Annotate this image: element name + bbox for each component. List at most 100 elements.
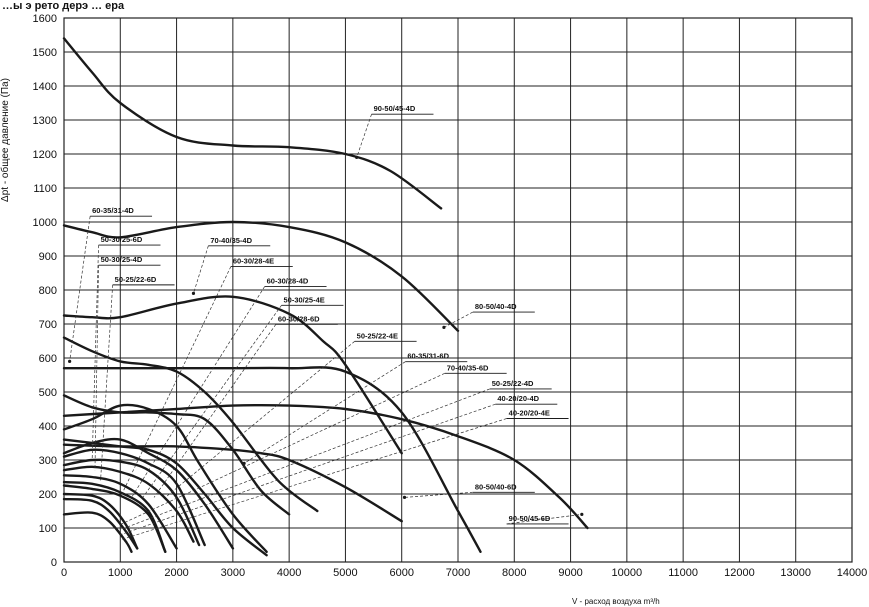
x-tick-label: 13000 [780, 567, 811, 579]
x-tick-label: 2000 [164, 567, 188, 579]
callout-point [191, 291, 196, 295]
callout-label: 60-30/28-6D [278, 314, 320, 323]
callouts: 90-50/45-4D 80-50/40-4D 60-35/31-4D 50-30/2… [68, 104, 584, 541]
callout-point [580, 512, 584, 517]
series-line [62, 474, 178, 550]
y-axis-label: Δpt - общее давление (Па) [0, 78, 11, 202]
callout-label: 80-50/40-4D [475, 302, 517, 311]
callout-leader [120, 418, 507, 541]
y-tick-label: 1500 [33, 47, 57, 59]
callout-point [242, 461, 246, 465]
y-tick-label: 900 [39, 251, 57, 263]
callout-leader [142, 305, 282, 498]
x-tick-label: 7000 [446, 567, 470, 579]
x-tick-label: 11000 [668, 567, 698, 579]
callout-label: 60-35/31-6D [407, 352, 449, 361]
callout-leader [165, 341, 355, 498]
y-tick-label: 600 [39, 353, 57, 365]
y-tick-label: 200 [39, 489, 57, 501]
callout-leader [193, 245, 209, 294]
callout-label: 60-30/28-4E [233, 257, 274, 266]
series-line [62, 295, 403, 455]
callout-label: 50-30/25-4E [284, 295, 325, 304]
series-lines [62, 37, 589, 557]
callout-label: 80-50/40-6D [475, 482, 517, 491]
series-line [62, 492, 139, 550]
x-tick-label: 3000 [221, 567, 245, 579]
x-tick-label: 10000 [612, 567, 643, 579]
y-tick-label: 300 [39, 455, 57, 467]
callout-leader [443, 311, 474, 328]
callout-point [402, 495, 407, 499]
x-tick-label: 8000 [502, 567, 526, 579]
callout-leader [506, 514, 582, 525]
series-line [62, 220, 460, 332]
callout-leader [69, 216, 91, 362]
callout-label: 50-25/22-4D [492, 379, 534, 388]
x-tick-label: 12000 [724, 567, 755, 579]
series-line [62, 366, 482, 553]
x-tick-label: 9000 [558, 567, 582, 579]
series-line [62, 336, 319, 513]
y-tick-label: 800 [39, 285, 57, 297]
series-line [62, 403, 589, 530]
x-tick-label: 1000 [108, 567, 132, 579]
y-tick-label: 1400 [33, 81, 57, 93]
callout-leader [131, 286, 265, 498]
x-tick-label: 0 [61, 567, 67, 579]
x-tick-label: 6000 [389, 567, 413, 579]
callout-leader [94, 265, 99, 471]
callout-label: 60-35/31-4D [92, 206, 134, 215]
callout-label: 40-20/20-4E [509, 409, 550, 418]
y-tick-label: 1000 [33, 217, 57, 229]
callout-label: 50-30/25-6D [101, 235, 143, 244]
callout-label: 60-30/28-4D [267, 277, 309, 286]
series-line [62, 394, 291, 516]
series-line [62, 403, 268, 553]
callout-label: 50-30/25-4D [101, 255, 143, 264]
x-axis-label: V - расход воздуха m³/h [572, 597, 660, 606]
callout-label: 50-25/22-4E [357, 331, 398, 340]
callout-label: 70-40/35-6D [447, 363, 489, 372]
chart-title: …ы э рето дерэ … ера [2, 0, 125, 12]
y-tick-label: 0 [51, 557, 57, 569]
callout-leader [356, 114, 372, 158]
callout-label: 70-40/35-4D [210, 236, 252, 245]
callout-leader [153, 324, 277, 498]
series-line [62, 438, 268, 557]
series-line [62, 465, 195, 543]
series-line [62, 37, 443, 210]
y-tick-label: 700 [39, 319, 57, 331]
y-tick-label: 400 [39, 421, 57, 433]
callout-leader [119, 266, 232, 498]
x-tick-label: 4000 [277, 567, 301, 579]
callout-label: 40-20/20-4D [497, 394, 539, 403]
series-line [62, 497, 139, 550]
series-line [62, 458, 201, 547]
y-tick-label: 1100 [33, 183, 57, 195]
callout-point [355, 155, 359, 159]
callout-label: 50-25/22-6D [115, 275, 157, 284]
callout-leader [243, 361, 406, 464]
y-tick-label: 1600 [33, 13, 57, 25]
series-line [62, 484, 167, 553]
callout-point [68, 359, 72, 363]
plot-frame [63, 17, 853, 563]
callout-leader [120, 388, 490, 531]
y-tick-label: 1200 [33, 149, 57, 161]
x-tick-label: 5000 [333, 567, 357, 579]
series-line [62, 437, 235, 550]
y-tick-label: 100 [39, 523, 57, 535]
axes: 0 1000 2000 3000 4000 5000 6000 7000 8000 9000 100… [33, 13, 868, 579]
callout-leader [120, 372, 445, 525]
callout-point [442, 325, 446, 329]
callout-label: 90-50/45-4D [374, 104, 416, 113]
y-tick-label: 500 [39, 387, 57, 399]
callout-leader [91, 245, 99, 461]
callout-leader [120, 403, 496, 536]
series-line [62, 448, 206, 547]
callout-leader [404, 491, 473, 498]
x-tick-label: 14000 [837, 567, 868, 579]
